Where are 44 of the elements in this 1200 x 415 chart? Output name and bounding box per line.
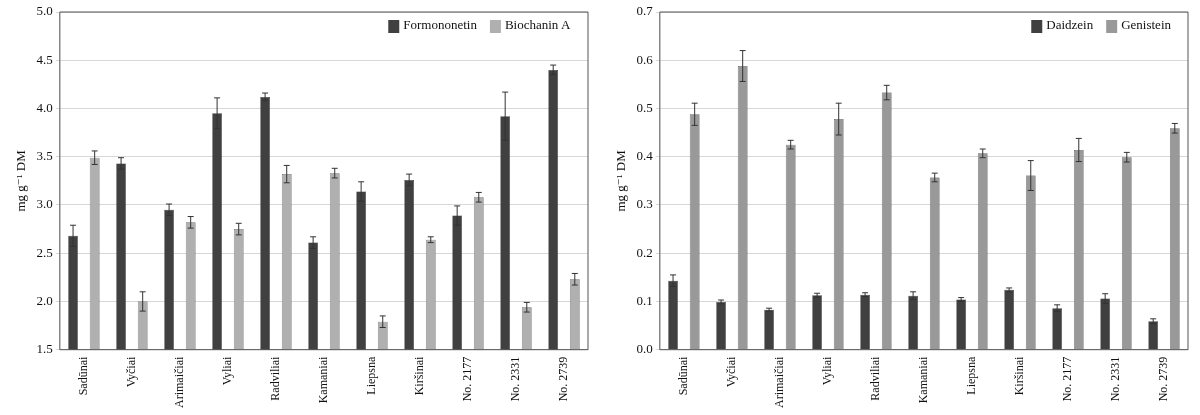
x-tick-label: Vyčiai: [124, 356, 139, 388]
x-tick-label: Liepsna: [964, 356, 979, 395]
x-tick-label: Kiršinai: [412, 356, 427, 396]
y-tick-label: 0.3: [636, 196, 653, 212]
x-tick-label: No. 2177: [460, 356, 475, 402]
y-axis-title: mg g⁻¹ DM: [613, 149, 629, 212]
x-tick-label: No. 2739: [556, 356, 571, 402]
x-tick-label: Radviliai: [268, 356, 283, 401]
y-tick-label: 5.0: [36, 3, 53, 19]
y-tick-label: 0.2: [636, 244, 653, 260]
y-tick-label: 2.0: [36, 292, 53, 308]
legend-label: Formononetin: [403, 17, 478, 33]
y-tick-label: 0.0: [636, 341, 653, 357]
x-tick-label: No. 2331: [508, 356, 523, 402]
x-tick-label: Radviliai: [868, 356, 883, 401]
x-tick-label: Arimaičiai: [772, 356, 787, 408]
y-tick-label: 0.5: [636, 99, 653, 115]
x-tick-label: Kamaniai: [916, 356, 931, 404]
x-tick-label: Vyliai: [220, 356, 235, 386]
x-tick-label: Vyliai: [820, 356, 835, 386]
x-tick-label: No. 2331: [1108, 356, 1123, 402]
x-tick-label: Vyčiai: [724, 356, 739, 388]
legend-label: Daidzein: [1046, 17, 1094, 33]
y-tick-label: 3.5: [36, 148, 53, 164]
y-tick-label: 0.7: [636, 3, 654, 19]
y-tick-label: 1.5: [36, 341, 53, 357]
x-tick-label: Kamaniai: [316, 356, 331, 404]
y-tick-label: 4.0: [36, 99, 53, 115]
y-tick-label: 4.5: [36, 51, 53, 67]
x-tick-label: Sadūnai: [76, 356, 91, 396]
legend-label: Genistein: [1121, 17, 1172, 33]
x-tick-label: Kiršinai: [1012, 356, 1027, 396]
x-tick-label: Liepsna: [364, 356, 379, 395]
y-tick-label: 0.6: [636, 51, 654, 67]
x-tick-label: Arimaičiai: [172, 356, 187, 408]
legend-label: Biochanin A: [504, 17, 571, 33]
x-tick-label: No. 2177: [1060, 356, 1075, 402]
y-tick-label: 0.1: [636, 292, 653, 308]
y-axis-title: mg g⁻¹ DM: [13, 149, 29, 212]
x-tick-label: No. 2739: [1156, 356, 1171, 402]
x-tick-label: Sadūnai: [676, 356, 691, 396]
y-tick-label: 0.4: [636, 148, 654, 164]
y-tick-label: 2.5: [36, 244, 53, 260]
y-tick-label: 3.0: [36, 196, 53, 212]
